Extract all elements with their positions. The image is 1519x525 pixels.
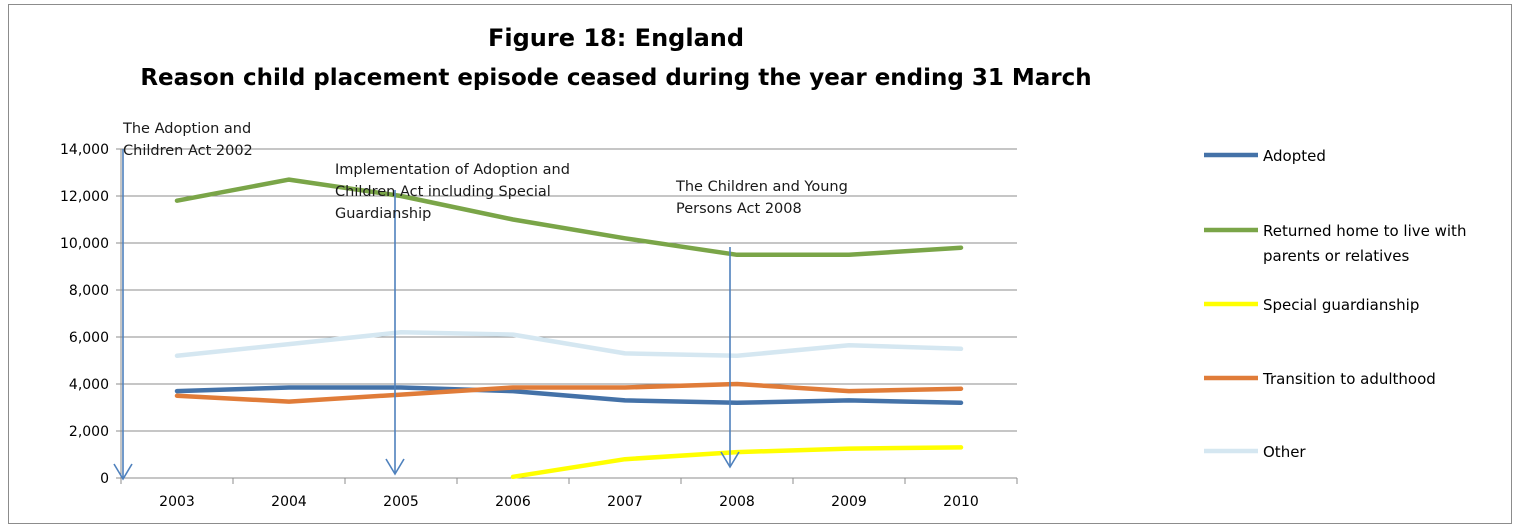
x-tick-label: 2006: [495, 494, 531, 510]
x-tick-label: 2009: [831, 494, 867, 510]
chart-subtitle: Reason child placement episode ceased du…: [140, 65, 1091, 91]
legend-label-line: parents or relatives: [1263, 247, 1409, 265]
annotation-arrow-head: [113, 463, 133, 481]
series-lines: [174, 177, 964, 480]
annotations: The Adoption and Children Act 2002 Impleme…: [113, 121, 848, 481]
x-tick-label: 2005: [383, 494, 419, 510]
x-tick-label: 2003: [159, 494, 195, 510]
annotation-line: The Adoption and: [122, 121, 251, 137]
x-tick-label: 2007: [607, 494, 643, 510]
y-tick-label: 2,000: [69, 424, 109, 440]
series-line-special-guardianship: [510, 445, 964, 480]
y-tick-label: 10,000: [60, 236, 109, 252]
legend-label: Special guardianship: [1263, 296, 1419, 314]
series-line-transition-to: [174, 381, 964, 404]
y-tick-label: 8,000: [69, 283, 109, 299]
y-tick-label: 0: [100, 471, 109, 487]
axes: 0 2,000 4,000 6,000 8,000 10,000 12,000 14,000 2…: [60, 142, 1018, 510]
legend-label-line: Returned home to live with: [1263, 222, 1466, 240]
annotation-arrow-head: [385, 458, 405, 476]
annotation-text: Implementation of Adoption and Children A…: [335, 162, 570, 222]
chart-frame: [8, 4, 1512, 524]
y-tick-label: 12,000: [60, 189, 109, 205]
y-tick-label: 6,000: [69, 330, 109, 346]
y-tick-label: 14,000: [60, 142, 109, 158]
legend: Adopted Returned home to live with parents…: [1204, 147, 1466, 461]
x-tick-label: 2010: [943, 494, 979, 510]
legend-label: Adopted: [1263, 147, 1326, 165]
annotation-line: Children Act 2002: [123, 143, 253, 159]
legend-label: Transition to adulthood: [1262, 370, 1436, 388]
gridlines: [121, 148, 1017, 432]
series-line-returned-home: [174, 177, 964, 258]
annotation-line: Persons Act 2008: [676, 201, 802, 217]
annotation-arrow-head: [720, 451, 740, 469]
x-tick-label: 2004: [271, 494, 307, 510]
series-line-adopted: [174, 385, 964, 406]
legend-label: Returned home to live with parents or rel…: [1263, 222, 1466, 265]
annotation-line: Implementation of Adoption and: [335, 162, 570, 178]
annotation-line: Children Act including Special: [335, 184, 551, 200]
x-tick-label: 2008: [719, 494, 755, 510]
annotation-line: Guardianship: [335, 206, 431, 222]
annotation-line: The Children and Young: [675, 179, 848, 195]
chart-title: Figure 18: England: [488, 24, 744, 52]
series-line-other: [174, 330, 964, 359]
legend-label: Other: [1263, 443, 1306, 461]
y-tick-label: 4,000: [69, 377, 109, 393]
annotation-text: The Adoption and Children Act 2002: [122, 121, 253, 159]
annotation-text: The Children and Young Persons Act 2008: [675, 179, 848, 217]
